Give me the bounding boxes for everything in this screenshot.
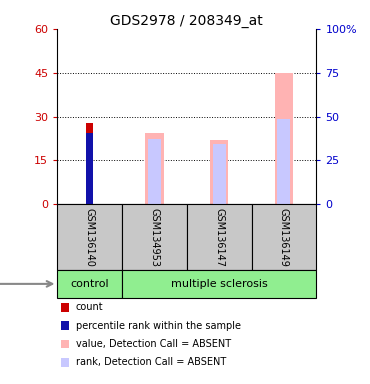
Bar — [278, 119, 290, 204]
Title: GDS2978 / 208349_at: GDS2978 / 208349_at — [111, 14, 263, 28]
Text: control: control — [70, 279, 109, 289]
Bar — [275, 73, 293, 204]
Text: GSM136140: GSM136140 — [85, 208, 95, 267]
Text: multiple sclerosis: multiple sclerosis — [171, 279, 268, 289]
Bar — [210, 140, 228, 204]
Text: GSM136149: GSM136149 — [279, 208, 289, 267]
Text: percentile rank within the sample: percentile rank within the sample — [76, 321, 241, 331]
Text: value, Detection Call = ABSENT: value, Detection Call = ABSENT — [76, 339, 231, 349]
Text: GSM136147: GSM136147 — [214, 208, 224, 267]
Bar — [122, 270, 316, 298]
Bar — [57, 270, 122, 298]
Bar — [87, 123, 93, 204]
Text: GSM134953: GSM134953 — [149, 208, 159, 267]
Text: count: count — [76, 302, 104, 312]
Bar — [87, 132, 93, 204]
Bar — [122, 204, 187, 270]
Bar — [213, 144, 226, 204]
Bar — [187, 204, 252, 270]
Bar — [252, 204, 316, 270]
Bar — [57, 204, 122, 270]
Bar — [145, 132, 164, 204]
Text: rank, Detection Call = ABSENT: rank, Detection Call = ABSENT — [76, 358, 226, 367]
Bar — [148, 139, 161, 204]
